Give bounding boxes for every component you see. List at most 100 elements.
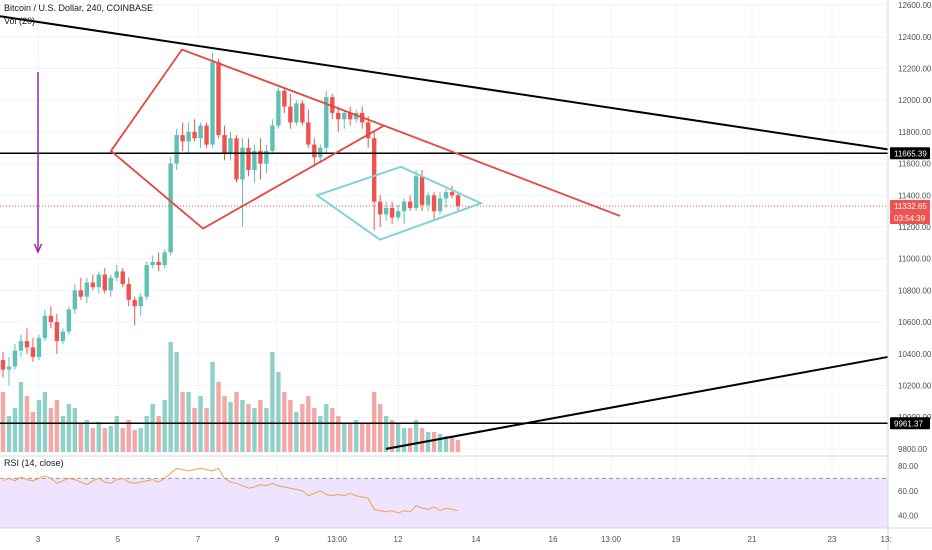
volume-bar (246, 404, 251, 452)
candle (342, 112, 347, 120)
price-tick-label: 12600.00 (898, 1, 932, 10)
volume-bar (114, 416, 119, 452)
candle (114, 271, 119, 278)
candle (144, 265, 149, 297)
ascending-trendline (385, 355, 889, 450)
candle (443, 192, 449, 199)
level-lower-badge: 9961.37 (894, 419, 923, 428)
volume-bar (312, 408, 317, 452)
time-tick-label: 12 (394, 535, 403, 544)
candle (431, 195, 437, 212)
candle (198, 125, 203, 139)
candle (282, 90, 287, 107)
level-upper-badge-background (890, 147, 930, 160)
candle (60, 331, 66, 342)
volume-bar (204, 408, 209, 452)
countdown-badge-background (890, 211, 930, 224)
volume-bar (342, 424, 347, 452)
grid (0, 2, 888, 524)
candle (246, 147, 251, 170)
candle (120, 271, 125, 285)
candle (30, 347, 36, 357)
volume-bar (108, 426, 113, 452)
red-diamond-pattern (109, 48, 387, 230)
candle (36, 337, 42, 357)
time-tick-label: 16 (549, 535, 558, 544)
candle (180, 135, 185, 142)
candle (419, 176, 425, 205)
candle (413, 176, 419, 208)
volume-bar (443, 436, 449, 452)
volume-bar (383, 416, 389, 452)
drawing-overlays (0, 15, 889, 450)
volume-bar (48, 408, 54, 452)
volume-bar (18, 382, 24, 452)
volume-bar (42, 392, 48, 452)
candle (210, 62, 215, 145)
candle (455, 195, 461, 207)
price-tick-label: 10200.00 (898, 381, 932, 390)
candle (228, 138, 233, 155)
time-tick-label: 13:00 (327, 535, 348, 544)
volume-bar (348, 424, 353, 452)
volume-bar (318, 416, 323, 452)
volume-bar (371, 392, 377, 452)
price-tick-label: 12000.00 (898, 96, 932, 105)
volume-bar (330, 408, 335, 452)
volume-bar (252, 408, 257, 452)
volume-bar (389, 420, 395, 452)
volume-bar (156, 416, 161, 452)
price-tick-label: 11600.00 (898, 160, 931, 169)
level-upper-badge: 11665.39 (894, 149, 927, 158)
rsi-band (0, 478, 888, 528)
price-tick-label: 11800.00 (898, 128, 931, 137)
volume-bar (258, 400, 263, 452)
candle (186, 131, 191, 142)
price-tick-label: 9800.00 (898, 445, 927, 454)
volume-bar (120, 428, 125, 452)
candle (204, 125, 209, 145)
candle (294, 103, 299, 123)
candle (336, 112, 341, 120)
candle (401, 201, 407, 212)
candle (54, 322, 60, 342)
candle (258, 150, 263, 164)
price-axis-background (888, 0, 932, 550)
time-tick-label: 5 (116, 535, 121, 544)
volume-bar (360, 424, 365, 452)
volume-bar (84, 420, 90, 452)
price-tick-label: 10400.00 (898, 350, 932, 359)
candle (389, 207, 395, 218)
volume-bar (144, 416, 149, 452)
volume-bar (276, 372, 281, 452)
volume-bar (234, 392, 239, 452)
candle (270, 125, 275, 151)
current-price-badge: 11332.65 (894, 202, 927, 211)
price-tick-label: 11200.00 (898, 223, 931, 232)
candle (288, 106, 293, 123)
volume-bar (354, 420, 359, 452)
candle (150, 261, 155, 266)
candle (395, 211, 401, 218)
volume-bar (264, 408, 269, 452)
volume-bar (102, 428, 107, 452)
purple-down-arrow-head (33, 243, 43, 254)
time-tick-label: 21 (748, 535, 757, 544)
candle (312, 144, 317, 158)
volume-bar (419, 428, 425, 452)
candle (407, 201, 413, 208)
candle (24, 341, 30, 348)
candle (192, 131, 197, 139)
time-axis[interactable]: 3 5 7 9 13:00 12 14 16 13:00 19 21 23 13: (0, 527, 932, 544)
volume-bar (365, 424, 371, 452)
candle (264, 150, 269, 164)
time-tick-label: 14 (472, 535, 481, 544)
candle (234, 138, 239, 180)
volume-bar (300, 404, 305, 452)
volume-bar (210, 362, 215, 452)
price-axis[interactable]: 80.00 60.00 40.00 12600.00 12400.00 12200.00 1… (887, 0, 932, 550)
candle (330, 97, 335, 113)
candle (138, 296, 143, 307)
volume-bar (240, 400, 245, 452)
